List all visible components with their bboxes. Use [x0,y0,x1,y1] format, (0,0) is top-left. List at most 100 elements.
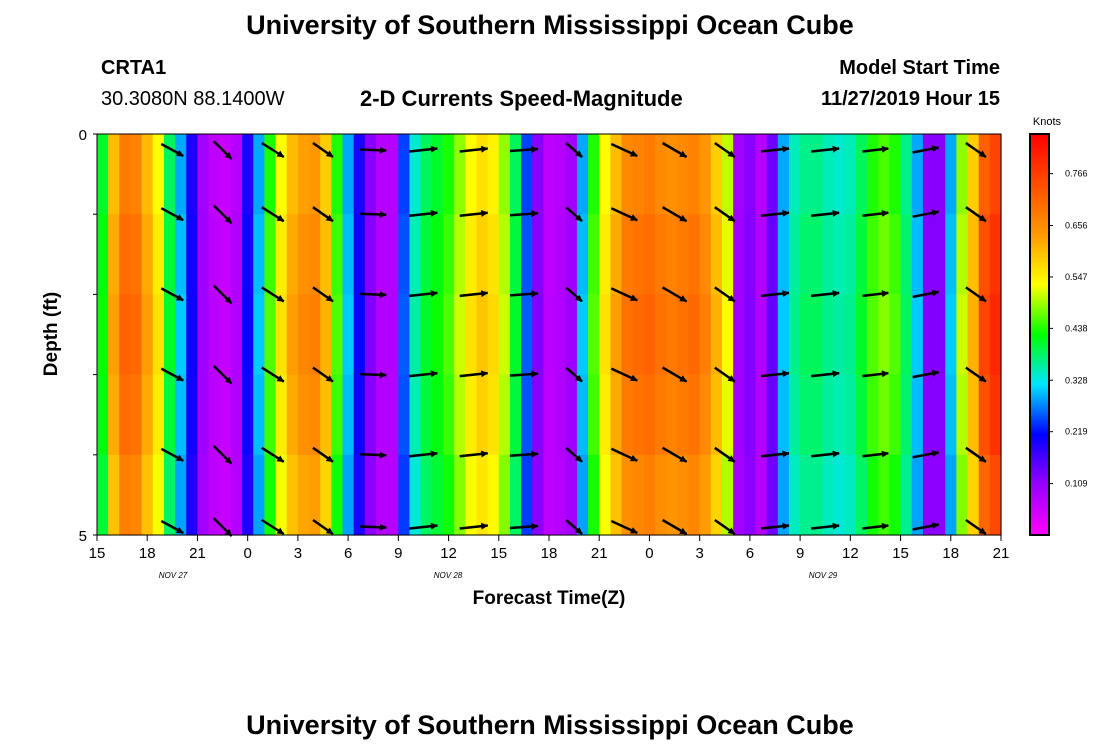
heatmap-cell [230,454,243,536]
current-vector-arrow [760,145,790,153]
heatmap-cell [744,454,757,536]
heatmap-cell [532,374,545,456]
current-vector-arrow [661,286,688,303]
heatmap-cell [476,374,489,456]
heatmap-cell [532,134,545,215]
heatmap-cell [141,134,154,215]
current-vector-arrow [565,142,583,158]
heatmap-cell [376,134,388,215]
y-tick-label: 0 [79,127,87,144]
heatmap-cell [364,454,377,536]
heatmap-cell [465,374,478,456]
heatmap-cell [855,294,868,376]
heatmap-cell [431,374,444,456]
heatmap-cell [610,294,623,376]
heatmap-cell [286,134,299,215]
heatmap-cell [353,374,366,456]
current-vector-arrow [212,517,233,537]
heatmap-cell [576,454,589,536]
current-vector-arrow [509,210,539,218]
heatmap-cell [677,294,690,376]
heatmap-cell [465,454,478,536]
heatmap-cell [599,294,611,376]
heatmap-cell [442,134,455,215]
heatmap-cell [978,294,991,376]
heatmap-cell [978,374,991,456]
heatmap-cell [186,294,199,376]
heatmap-cell [621,374,634,456]
heatmap-cell [275,214,288,295]
heatmap-cell [409,214,422,295]
current-vector-arrow [509,290,539,298]
heatmap-cell [811,134,824,215]
current-vector-arrow [862,370,889,378]
heatmap-cell [431,294,444,376]
heatmap-cell [208,134,221,215]
current-vector-arrow [965,141,987,159]
current-vector-arrow [760,209,790,217]
heatmap-cell [833,294,846,376]
heatmap-cell [945,294,957,376]
x-tick-label: 18 [541,545,558,562]
current-vector-arrow [160,207,184,222]
plot-title: 2-D Currents Speed-Magnitude [360,86,683,111]
current-vector-arrow [610,519,638,535]
colorbar-scale [1029,133,1050,536]
x-tick-label: 3 [294,545,302,562]
heatmap-cell [800,134,812,215]
heatmap-cell [788,454,801,536]
heatmap-cell [956,454,969,536]
heatmap-cell [811,454,824,536]
heatmap-cell [922,134,935,215]
heatmap [97,134,1002,536]
heatmap-cell [632,374,645,456]
x-tick-label: 9 [796,545,804,562]
heatmap-cell [286,454,299,536]
heatmap-cell [442,454,455,536]
heatmap-cell [643,374,656,456]
current-vector-arrow [862,522,889,530]
heatmap-cell [922,294,935,376]
heatmap-cell [677,214,690,295]
heatmap-cell [889,374,902,456]
current-vector-arrow [565,366,583,383]
heatmap-cell [867,454,879,536]
heatmap-cell [766,454,779,536]
heatmap-cell [442,214,455,295]
current-vector-arrow [965,366,987,383]
heatmap-cell [934,214,946,295]
current-vector-arrow [160,519,184,535]
current-vector-arrow [459,450,489,458]
heatmap-cell [320,214,332,295]
colorbar-tick-label: 0.547 [1065,272,1088,282]
heatmap-cell [509,294,522,376]
current-vector-arrow [212,444,233,465]
heatmap-cell [364,294,377,376]
heatmap-cell [889,214,902,295]
heatmap-cell [777,294,790,376]
current-vector-arrow [261,518,285,536]
heatmap-cell [309,294,321,376]
heatmap-cell [721,294,734,376]
heatmap-cell [967,214,980,295]
heatmap-cell [454,374,466,456]
heatmap-cell [833,134,846,215]
heatmap-cell [599,454,611,536]
heatmap-cell [141,294,154,376]
heatmap-cell [509,134,522,215]
heatmap-cell [934,374,946,456]
current-vector-arrow [261,446,285,463]
heatmap-cell [465,214,478,295]
heatmap-cell [643,134,656,215]
day-label: NOV 27 [159,571,188,580]
current-vector-arrow [965,206,987,223]
heatmap-cell [175,374,187,456]
current-vector-arrow [409,209,438,217]
heatmap-cell [621,134,634,215]
heatmap-cell [699,294,712,376]
day-label: NOV 29 [809,571,838,580]
heatmap-cell [878,134,890,215]
x-tick-label: 12 [440,545,457,562]
current-vector-arrow [661,446,688,463]
